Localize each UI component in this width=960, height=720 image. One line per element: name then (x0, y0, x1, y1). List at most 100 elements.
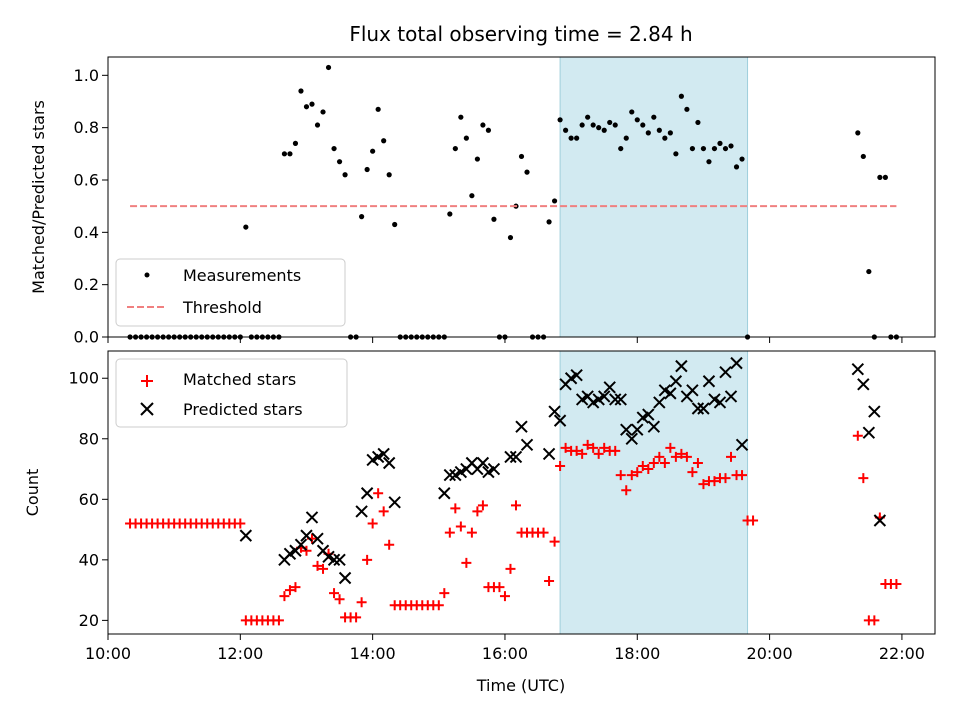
measurement-point (590, 122, 596, 128)
measurement-point (551, 198, 558, 204)
measurement-point (281, 151, 288, 157)
matched-star-point (676, 448, 687, 459)
matched-star-point (577, 448, 588, 459)
predicted-star-point (642, 408, 655, 421)
predicted-star-point (515, 420, 528, 433)
measurement-point (629, 109, 635, 115)
matched-star-point (494, 582, 505, 593)
matched-star-point (284, 585, 295, 596)
y-tick-label: 40 (79, 550, 99, 569)
y-tick-label: 0.6 (74, 170, 99, 189)
matched-star-point (499, 591, 510, 602)
matched-star-point (626, 470, 637, 481)
measurement-point (706, 159, 712, 165)
bottom-marks (125, 356, 902, 626)
chart-title: Flux total observing time = 2.84 h (349, 22, 692, 46)
predicted-star-point (669, 375, 683, 388)
matched-star-point (472, 506, 483, 517)
predicted-star-point (862, 426, 876, 439)
legend-measurements-marker (144, 272, 150, 278)
measurement-point (325, 64, 332, 71)
measurement-point (684, 106, 690, 112)
matched-star-point (621, 485, 632, 496)
matched-star-point (538, 527, 549, 538)
predicted-star-point (509, 450, 523, 464)
measurement-point (546, 219, 552, 225)
predicted-star-point (653, 396, 666, 409)
matched-star-point (273, 615, 284, 626)
measurement-point (667, 130, 673, 136)
predicted-star-point (851, 362, 865, 376)
measurement-point (518, 153, 525, 160)
measurement-point (485, 127, 492, 133)
legend-threshold-label: Threshold (182, 298, 262, 317)
measurement-point (860, 153, 866, 160)
matched-star-point (378, 506, 389, 517)
predicted-star-point (355, 505, 368, 518)
top-y-axis-label: Matched/Predicted stars (29, 100, 48, 294)
measurement-point (733, 164, 740, 170)
predicted-star-point (382, 456, 396, 470)
measurement-point (656, 127, 662, 133)
measurement-point (662, 135, 668, 141)
bottom-x-axis: 10:00 12:00 14:00 16:00 18:00 20:00 22:00 (85, 634, 925, 663)
matched-star-point (737, 470, 748, 481)
measurement-point (336, 159, 343, 165)
bottom-y-axis: 20 40 60 80 100 (68, 369, 108, 630)
predicted-star-point (625, 432, 638, 445)
y-tick-label: 20 (79, 611, 99, 630)
bottom-legend: Matched stars Predicted stars (115, 358, 348, 428)
measurement-point (447, 211, 453, 217)
predicted-star-point (360, 487, 374, 500)
predicted-star-point (388, 496, 401, 509)
predicted-star-point (570, 369, 583, 382)
legend-predicted-label: Predicted stars (183, 400, 303, 419)
measurement-point (711, 145, 718, 152)
measurement-point (314, 122, 321, 128)
matched-star-point (654, 451, 665, 462)
predicted-star-point (631, 423, 644, 436)
matched-star-point (665, 442, 676, 453)
matched-star-point (384, 539, 395, 550)
measurement-point (364, 166, 370, 173)
top-plot-frame (107, 56, 936, 338)
x-tick-label: 16:00 (482, 644, 528, 663)
x-tick-label: 12:00 (217, 644, 263, 663)
y-tick-label: 60 (79, 490, 99, 509)
measurement-point (392, 221, 398, 228)
predicted-star-point (697, 402, 710, 415)
matched-star-point (444, 527, 455, 538)
matched-star-point (461, 557, 472, 568)
top-legend: Measurements Threshold (115, 258, 346, 327)
predicted-star-point (702, 375, 716, 388)
y-tick-label: 0.8 (74, 118, 99, 137)
measurement-point (381, 138, 387, 144)
measurement-point (877, 174, 883, 180)
measurement-point (557, 117, 563, 123)
measurement-point (585, 114, 591, 120)
predicted-star-point (735, 438, 749, 452)
predicted-star-point (857, 378, 870, 391)
matched-star-point (643, 464, 654, 475)
predicted-star-point (597, 390, 611, 403)
matched-star-point (632, 467, 643, 478)
predicted-star-point (443, 468, 457, 482)
measurement-point (331, 145, 337, 152)
measurement-point (717, 140, 723, 146)
predicted-star-point (377, 447, 390, 461)
predicted-star-point (647, 420, 661, 433)
matched-star-point (670, 451, 681, 462)
matched-star-point (450, 503, 461, 514)
x-tick-label: 20:00 (747, 644, 793, 663)
measurement-point (612, 122, 618, 128)
measurement-point (474, 156, 480, 162)
matched-star-point (681, 451, 692, 462)
matched-star-point (279, 591, 290, 602)
matched-star-point (588, 442, 599, 453)
measurement-point (458, 114, 464, 120)
top-legend-box (115, 258, 346, 327)
matched-star-point (362, 554, 373, 565)
bottom-x-axis-label: Time (UTC) (476, 676, 565, 695)
measurement-point (292, 140, 299, 146)
predicted-star-point (553, 414, 567, 427)
